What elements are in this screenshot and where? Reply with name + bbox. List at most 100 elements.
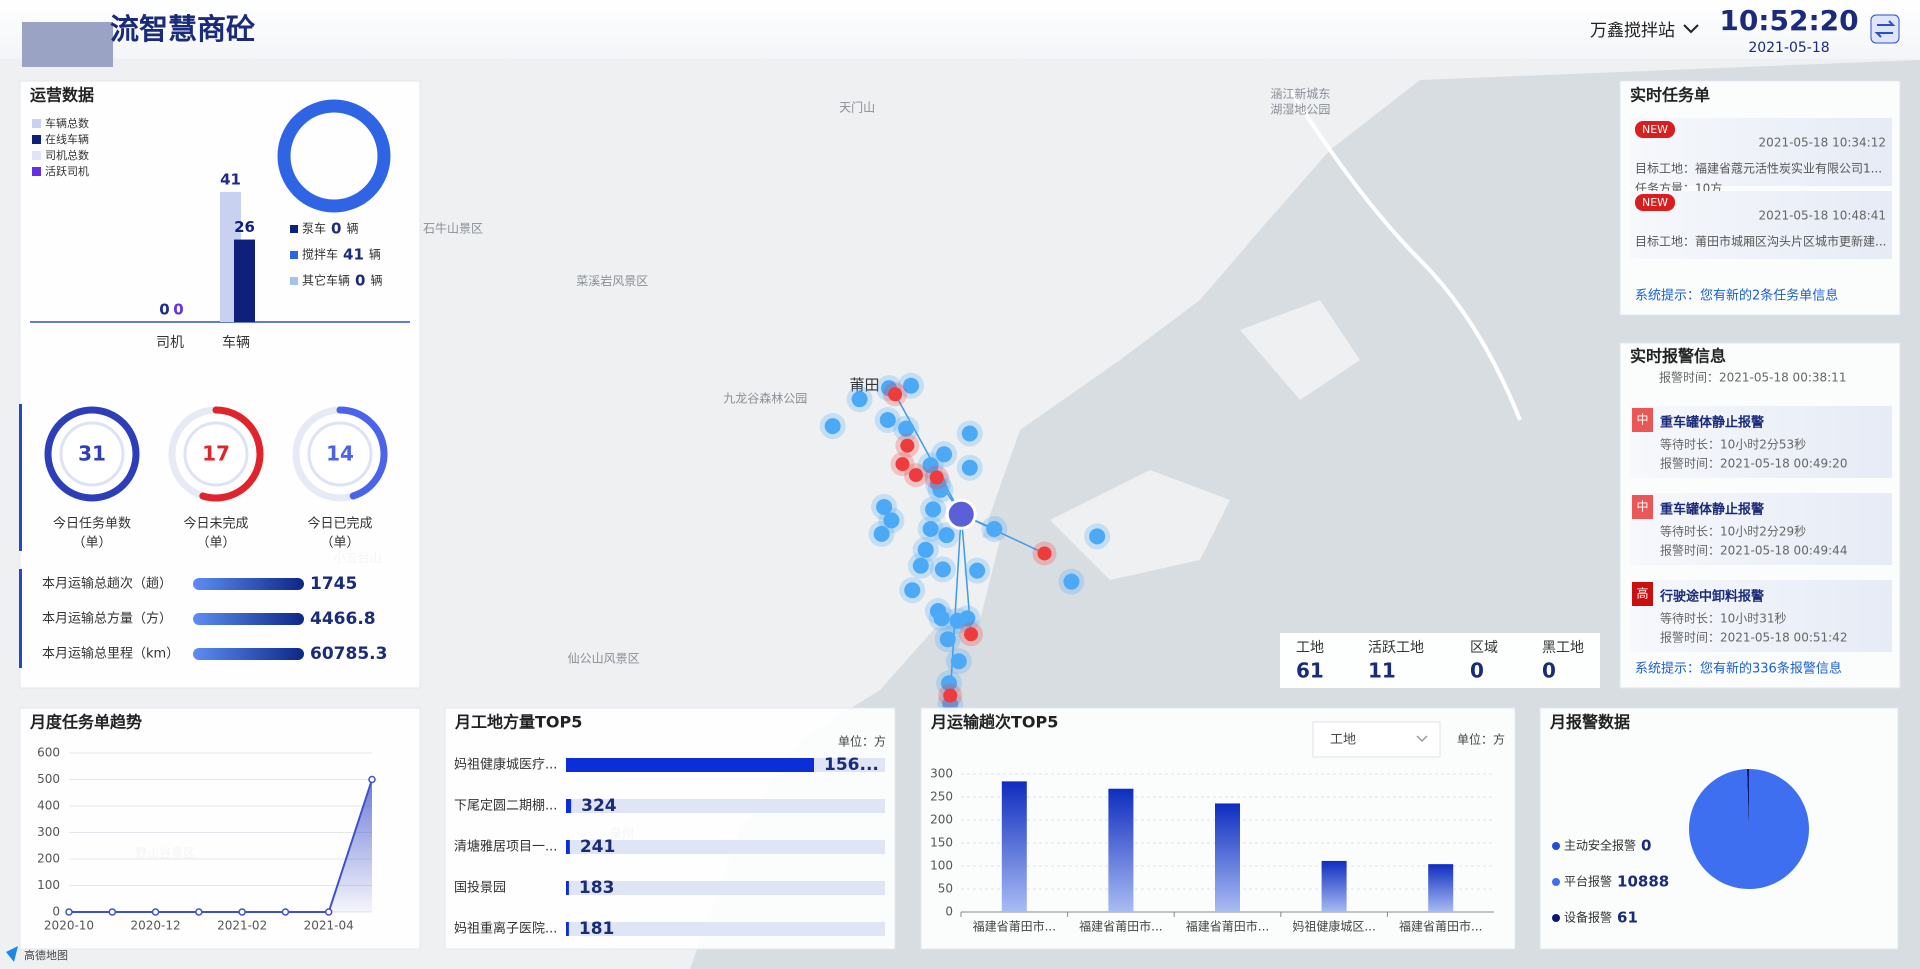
x-tick-label: 福建省莆田市... — [1399, 919, 1482, 934]
vehicle-dot — [904, 582, 921, 599]
gauge-label: 今日任务单数 — [53, 516, 131, 532]
stat-label: 活跃工地 — [1368, 640, 1424, 656]
bar-value: 26 — [234, 218, 255, 236]
vehicle-dot — [932, 481, 949, 498]
stat-bar — [193, 613, 304, 625]
level-badge-text: 中 — [1636, 412, 1648, 427]
task-time: 2021-05-18 10:48:41 — [1759, 209, 1886, 223]
line-point — [65, 908, 73, 916]
gauge-unit: （单） — [196, 536, 235, 551]
stat-value: 61 — [1296, 659, 1324, 683]
legend-swatch — [32, 167, 41, 176]
x-tick-label: 妈祖健康城区... — [1292, 919, 1375, 934]
vehicle-dot — [1063, 573, 1080, 590]
line-point — [195, 908, 203, 916]
vehicle-dot — [933, 610, 950, 627]
line-point — [238, 908, 246, 916]
bar-value: 241 — [580, 837, 616, 857]
legend-label: 平台报警 — [1564, 874, 1612, 889]
alarm-wait: 等待时长：10小时2分29秒 — [1660, 525, 1806, 539]
vehicle-dot — [950, 653, 967, 670]
stat-label: 本月运输总趟次（趟） — [42, 576, 172, 592]
vehicle-dot — [986, 520, 1003, 537]
unit-label: 单位：方 — [838, 734, 886, 749]
stat-value: 60785.3 — [310, 644, 387, 664]
chart-title: 月工地方量TOP5 — [454, 713, 582, 732]
map-label: 菜溪岩风景区 — [576, 273, 648, 288]
vehicle-dot — [959, 610, 976, 627]
new-badge-text: NEW — [1642, 123, 1668, 136]
vehicle-dot — [1089, 528, 1106, 545]
clock-date: 2021-05-18 — [1748, 40, 1829, 56]
filter-text[interactable]: 工地 — [1330, 733, 1356, 748]
legend-swatch — [290, 225, 298, 233]
x-tick-label: 司机 — [156, 335, 184, 351]
y-tick-label: 300 — [930, 767, 953, 781]
alarm-time: 报警时间：2021-05-18 00:49:44 — [1660, 543, 1847, 558]
station-chevron[interactable] — [1683, 24, 1699, 34]
task-notice: 系统提示：您有新的2条任务单信息 — [1635, 288, 1838, 304]
switch-icon[interactable] — [1870, 14, 1900, 44]
vehicle-dot — [936, 446, 953, 463]
accent-line — [19, 404, 22, 551]
bar — [566, 799, 572, 813]
line-point — [108, 908, 117, 916]
legend-label: 设备报警 — [1564, 910, 1612, 925]
legend-label: 活跃司机 — [45, 164, 89, 178]
map-label: 莆田 — [849, 376, 879, 394]
y-tick-label: 下尾定圆二期棚... — [454, 799, 557, 814]
chart-title: 月运输趟次TOP5 — [930, 713, 1058, 732]
legend-value: 41 — [343, 246, 364, 264]
y-tick-label: 0 — [945, 905, 953, 919]
new-badge-text: NEW — [1642, 196, 1668, 209]
task-time: 2021-05-18 10:34:12 — [1759, 136, 1886, 150]
attribution-logo — [6, 946, 18, 962]
bar — [1321, 860, 1347, 912]
alarm-type: 重车罐体静止报警 — [1660, 415, 1764, 431]
legend-label: 搅拌车 — [302, 247, 338, 262]
chart-title: 月报警数据 — [1549, 713, 1630, 732]
level-badge — [1632, 582, 1653, 606]
y-tick-label: 0 — [52, 905, 60, 919]
legend-dot — [1552, 842, 1560, 850]
line — [69, 779, 373, 913]
alert-dot — [900, 438, 915, 453]
legend-swatch — [32, 119, 41, 128]
map-label: 湖湿地公园 — [1270, 102, 1330, 117]
map-road — [1288, 88, 1522, 421]
vehicle-dot — [898, 420, 915, 437]
x-tick-label: 2020-10 — [44, 919, 94, 933]
alarm-time: 报警时间：2021-05-18 00:38:11 — [1659, 370, 1846, 385]
alert-dot — [929, 470, 944, 485]
alarm-type: 行驶途中卸料报警 — [1659, 589, 1764, 605]
legend-unit: 辆 — [369, 248, 381, 262]
gauge-arc — [44, 406, 140, 502]
bar-value: 0 — [173, 301, 183, 319]
vehicle-dot — [876, 498, 893, 515]
legend-unit: 辆 — [370, 274, 382, 288]
gauge-arc — [336, 406, 388, 500]
gauge-label: 今日未完成 — [183, 516, 248, 532]
y-tick-label: 国投景园 — [454, 880, 506, 896]
alert-dot — [1037, 546, 1052, 561]
bar-track — [566, 881, 885, 895]
vehicle-dot — [824, 418, 841, 435]
filter-select[interactable] — [1312, 721, 1441, 758]
station-select[interactable]: 万鑫搅拌站 — [1590, 21, 1675, 41]
y-tick-label: 400 — [37, 799, 60, 813]
legend-value: 0 — [355, 272, 365, 290]
stat-value: 1745 — [310, 574, 357, 594]
y-tick-label: 妈祖健康城医疗... — [454, 757, 557, 773]
alert-dot — [908, 468, 923, 483]
bar-track — [566, 799, 885, 813]
x-tick-label: 2021-04 — [304, 919, 354, 933]
stat-label: 区域 — [1470, 640, 1498, 656]
new-badge — [1635, 121, 1675, 138]
stat-value: 4466.8 — [310, 609, 376, 629]
plant-icon — [945, 498, 977, 530]
x-tick-label: 福建省莆田市... — [1186, 919, 1269, 934]
switch-glyph[interactable] — [1874, 20, 1896, 38]
stat-label: 本月运输总里程（km） — [42, 646, 179, 662]
